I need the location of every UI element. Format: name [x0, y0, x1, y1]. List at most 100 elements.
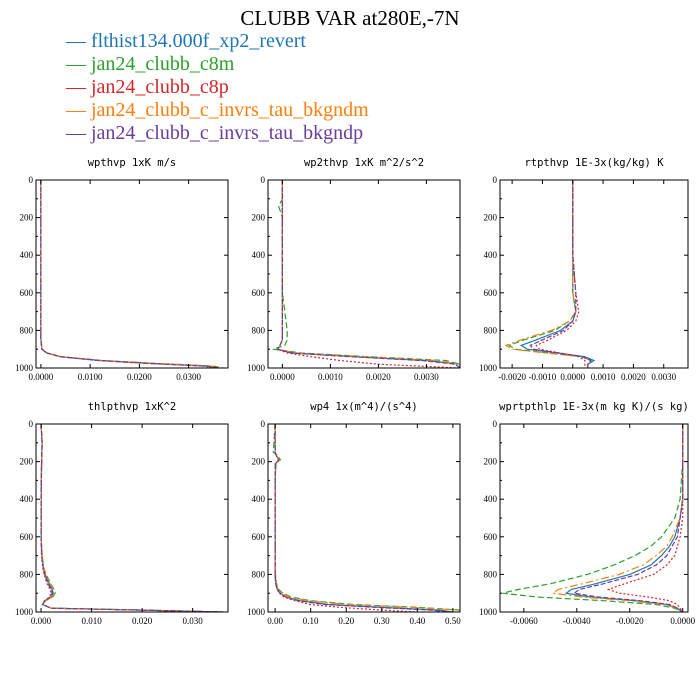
y-tick-label: 1000 [15, 607, 34, 617]
y-tick-label: 800 [252, 325, 266, 335]
y-tick-label: 0 [261, 419, 266, 429]
series-line [40, 180, 221, 368]
y-tick-label: 1000 [247, 607, 266, 617]
y-tick-label: 0 [29, 175, 34, 185]
y-tick-label: 600 [484, 288, 498, 298]
series-line [40, 424, 223, 612]
x-tick-label: 0.0100 [78, 372, 103, 382]
series-line [274, 424, 418, 612]
y-tick-label: 600 [20, 532, 34, 542]
legend-label: jan24_clubb_c_invrs_tau_bkgndm [91, 99, 369, 121]
legend-dash: — [66, 99, 91, 121]
y-tick-label: 800 [20, 325, 34, 335]
x-tick-label: 0.0000 [560, 372, 585, 382]
series-line [276, 180, 460, 368]
y-tick-label: 200 [484, 457, 498, 467]
series-line [519, 180, 596, 368]
y-tick-label: 600 [484, 532, 498, 542]
y-tick-label: 400 [252, 494, 266, 504]
y-tick-label: 400 [20, 250, 34, 260]
legend-label: jan24_clubb_c8p [91, 76, 229, 98]
x-tick-label: 0.0030 [414, 372, 439, 382]
y-tick-label: 800 [484, 325, 498, 335]
x-tick-label: 0.00 [267, 616, 283, 626]
legend: — flthist134.000f_xp2_revert — jan24_clu… [66, 30, 369, 145]
x-tick-label: 0.0020 [366, 372, 391, 382]
x-tick-label: 0.0300 [176, 372, 201, 382]
x-tick-label: 0.40 [409, 616, 425, 626]
y-tick-label: 0 [261, 175, 266, 185]
panel-title: thlpthvp 1xK^2 [88, 401, 177, 413]
legend-label: flthist134.000f_xp2_revert [91, 30, 306, 52]
series-line [274, 424, 460, 612]
legend-entry: — jan24_clubb_c_invrs_tau_bkgndm [66, 99, 369, 122]
series-line [529, 180, 592, 368]
series-line [40, 180, 216, 368]
series-line [40, 180, 219, 368]
x-tick-label: -0.0020 [498, 372, 526, 382]
y-tick-label: 800 [252, 569, 266, 579]
series-line [40, 180, 219, 368]
legend-dash: — [66, 30, 91, 52]
legend-label: jan24_clubb_c8m [91, 53, 235, 75]
legend-dash: — [66, 122, 91, 144]
x-tick-label: 0.50 [445, 616, 461, 626]
panel-title: wpthvp 1xK m/s [88, 157, 177, 169]
legend-entry: — jan24_clubb_c8p [66, 76, 369, 99]
legend-entry: — jan24_clubb_c8m [66, 53, 369, 76]
x-tick-label: -0.0020 [616, 616, 644, 626]
series-line [276, 180, 460, 368]
x-tick-label: 0.10 [303, 616, 319, 626]
y-tick-label: 200 [252, 457, 266, 467]
y-tick-label: 800 [484, 569, 498, 579]
y-tick-label: 1000 [479, 363, 498, 373]
panel-title: wp2thvp 1xK m^2/s^2 [304, 157, 424, 169]
series-line [272, 180, 460, 368]
plot-frame [35, 423, 229, 613]
panel-title: wprtpthlp 1E-3x(m kg K)/(s kg) [499, 401, 689, 413]
legend-entry: — jan24_clubb_c_invrs_tau_bkgndp [66, 122, 369, 145]
y-tick-label: 0 [29, 419, 34, 429]
series-line [564, 424, 684, 612]
figure-title: CLUBB VAR at280E,-7N [240, 6, 460, 30]
series-line [40, 424, 223, 612]
x-tick-label: -0.0010 [529, 372, 557, 382]
y-tick-label: 400 [20, 494, 34, 504]
y-tick-label: 800 [20, 569, 34, 579]
y-tick-label: 200 [20, 457, 34, 467]
y-tick-label: 1000 [479, 607, 498, 617]
y-tick-label: 600 [252, 288, 266, 298]
series-line [40, 180, 224, 368]
y-tick-label: 0 [493, 175, 498, 185]
series-line [40, 424, 223, 612]
x-tick-label: 0.020 [132, 616, 153, 626]
series-line [276, 180, 460, 368]
series-line [40, 424, 223, 612]
plot-frame [499, 179, 689, 369]
plot-frame [267, 179, 461, 369]
series-line [276, 180, 460, 368]
series-line [572, 424, 684, 612]
legend-dash: — [66, 53, 91, 75]
panel-title: rtpthvp 1E-3x(kg/kg) K [524, 157, 664, 169]
y-tick-label: 600 [252, 532, 266, 542]
y-tick-label: 200 [484, 213, 498, 223]
panel-title: wp4 1x(m^4)/(s^4) [310, 401, 417, 413]
y-tick-label: 600 [20, 288, 34, 298]
x-tick-label: 0.010 [81, 616, 102, 626]
y-tick-label: 1000 [15, 363, 34, 373]
x-tick-label: 0.0020 [621, 372, 646, 382]
chart-panel: wprtpthlp 1E-3x(m kg K)/(s kg)0 200 400 600… [479, 401, 696, 626]
x-tick-label: 0.30 [374, 616, 390, 626]
series-line [504, 180, 592, 368]
series-line [274, 424, 453, 612]
plot-frame [35, 179, 229, 369]
x-tick-label: 0.000 [31, 616, 52, 626]
y-tick-label: 1000 [247, 363, 266, 373]
series-line [40, 424, 223, 612]
legend-dash: — [66, 76, 91, 98]
y-tick-label: 400 [484, 250, 498, 260]
